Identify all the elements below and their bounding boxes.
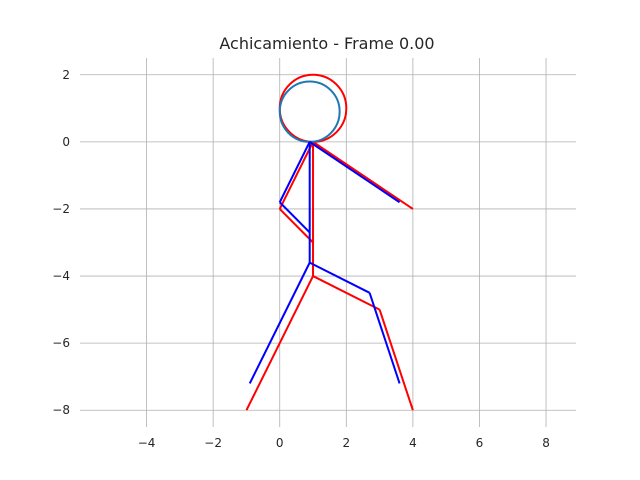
grid-layer	[80, 58, 576, 427]
limb-segment	[279, 208, 314, 244]
limb-segment	[279, 201, 311, 234]
chart-title: Achicamiento - Frame 0.00	[219, 34, 434, 53]
head-circle	[278, 80, 341, 143]
x-tick-label: 6	[476, 436, 484, 450]
y-tick-label: −6	[52, 336, 70, 350]
x-tick-label: 8	[542, 436, 550, 450]
x-tick-label: 2	[342, 436, 350, 450]
limb-segment	[248, 262, 311, 384]
x-tick-label: 0	[276, 436, 284, 450]
limb-segment	[278, 141, 314, 210]
limb-segment	[278, 141, 311, 203]
y-tick-label: 0	[62, 135, 70, 149]
stick-figure-1	[248, 80, 401, 384]
y-tick-label: −4	[52, 269, 70, 283]
tick-labels: −4 −2 0 2 4 6 8 2 0 −2 −4 −6 −8	[52, 68, 550, 450]
limb-segment	[312, 275, 381, 311]
limb-segment	[368, 292, 401, 384]
x-tick-label: −2	[204, 436, 222, 450]
limb-segment	[245, 275, 314, 411]
head-circle	[278, 73, 348, 143]
limb-segment	[378, 309, 414, 411]
stick-figures	[245, 73, 414, 411]
limb-segment	[309, 141, 401, 204]
y-tick-label: 2	[62, 68, 70, 82]
y-tick-label: −8	[52, 403, 70, 417]
stick-figure-0	[245, 73, 414, 411]
x-tick-label: −4	[138, 436, 156, 450]
x-tick-label: 4	[409, 436, 417, 450]
limb-segment	[312, 141, 414, 210]
limb-segment	[309, 261, 371, 294]
y-tick-label: −2	[52, 202, 70, 216]
